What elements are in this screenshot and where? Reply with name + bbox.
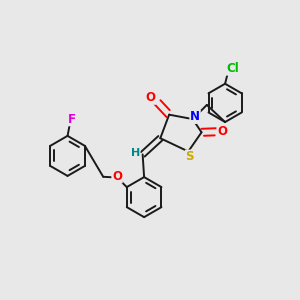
Text: F: F bbox=[68, 112, 75, 126]
Text: N: N bbox=[190, 110, 200, 123]
Text: H: H bbox=[131, 148, 140, 158]
Text: S: S bbox=[185, 150, 194, 163]
Text: O: O bbox=[217, 125, 227, 138]
Text: O: O bbox=[112, 170, 122, 183]
Text: Cl: Cl bbox=[226, 62, 239, 75]
Text: O: O bbox=[146, 91, 156, 104]
